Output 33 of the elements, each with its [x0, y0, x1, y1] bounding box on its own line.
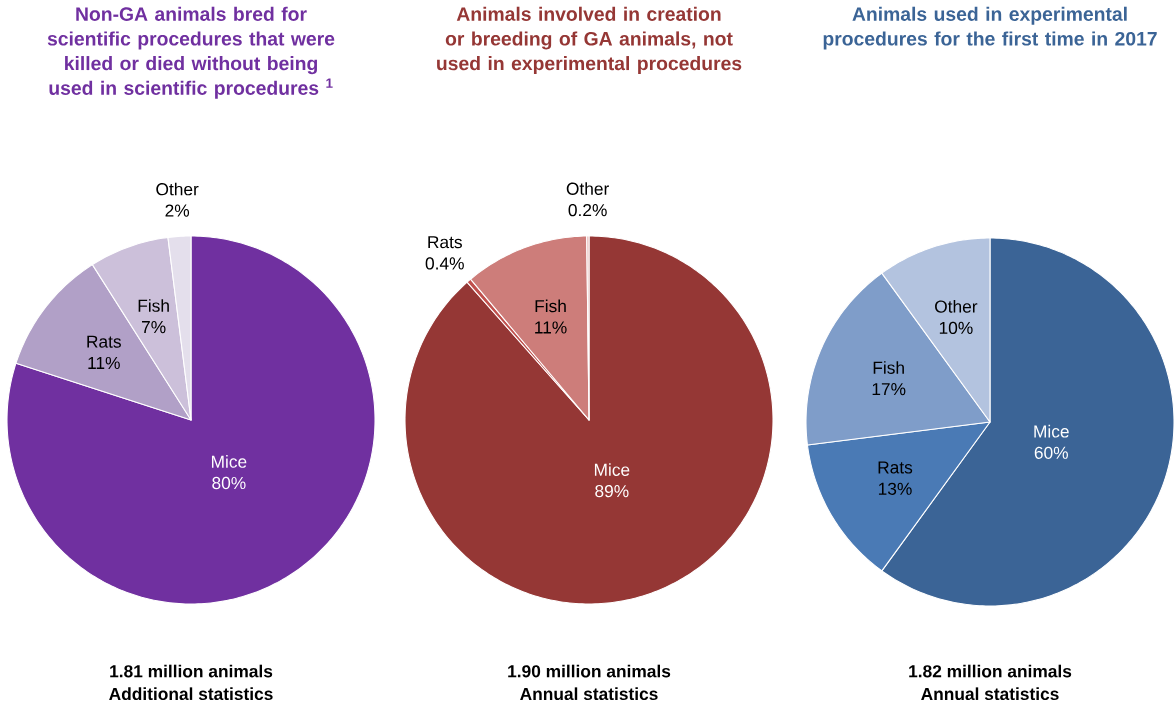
slice-label: Other: [566, 182, 610, 195]
data-label: 89%: [595, 484, 629, 498]
slice-label: Other: [935, 299, 978, 313]
data-label: 13%: [878, 482, 912, 495]
data-label: 11%: [88, 356, 120, 370]
text: 1.81 million animals: [110, 664, 273, 678]
slice-label: Fish: [138, 299, 169, 312]
chart-title: Animals involved in creation or breeding of GA animals, not used in experimental procedures: [437, 6, 742, 75]
slice-label: Rats: [87, 335, 121, 348]
slice-label: Fish: [873, 361, 904, 374]
data-label: 17%: [872, 383, 906, 396]
data-label: 11%: [535, 321, 567, 334]
data-label: 0.2%: [568, 203, 607, 217]
slice-label: Fish: [535, 299, 566, 313]
slice-label: Mice: [594, 463, 630, 476]
slice-label: Rats: [428, 236, 462, 249]
slice-label: Other: [156, 182, 199, 196]
text: 1.82 million animals: [909, 664, 1072, 678]
slice-label: Rats: [878, 461, 913, 474]
data-label: 0.4%: [425, 257, 464, 270]
text: Additional statistics: [109, 687, 273, 701]
text: Annual statistics: [921, 687, 1059, 701]
chart-title: Non-GA animals bred for scientific procedures that were killed or died without being used in scientific procedures $^{1}$: [47, 6, 335, 99]
data-label: 60%: [1034, 446, 1068, 459]
text: Annual statistics: [520, 687, 658, 701]
data-label: 7%: [141, 321, 166, 334]
slice-label: Mice: [211, 455, 247, 468]
data-label: 10%: [939, 321, 973, 335]
text: 1.90 million animals: [508, 664, 671, 678]
slice-label: Mice: [1034, 424, 1069, 438]
chart-title: Animals used in experimental procedures for the first time in 2017: [823, 6, 1157, 50]
data-label: 2%: [165, 204, 190, 217]
data-label: 80%: [212, 476, 246, 490]
